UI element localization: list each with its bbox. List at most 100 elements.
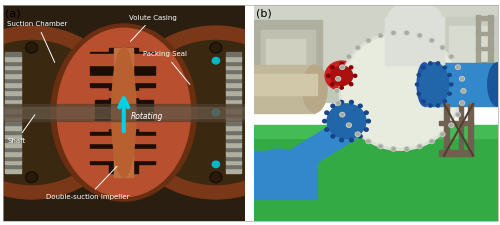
- Bar: [2, 107, 245, 118]
- Bar: [2, 104, 245, 121]
- Wedge shape: [0, 26, 128, 199]
- Bar: [226, 164, 242, 168]
- Bar: [476, 92, 492, 95]
- Bar: [88, 121, 160, 128]
- Circle shape: [441, 46, 444, 49]
- Circle shape: [148, 76, 158, 84]
- Circle shape: [26, 42, 38, 53]
- Bar: [114, 48, 134, 177]
- Circle shape: [336, 90, 338, 92]
- Circle shape: [212, 44, 220, 52]
- Polygon shape: [254, 112, 356, 199]
- Circle shape: [367, 140, 370, 143]
- Circle shape: [212, 57, 220, 64]
- Circle shape: [450, 83, 453, 86]
- Circle shape: [336, 101, 340, 105]
- Circle shape: [460, 77, 464, 80]
- Text: Suction Chamber: Suction Chamber: [8, 21, 68, 63]
- Bar: [5, 61, 20, 65]
- Circle shape: [88, 75, 101, 86]
- Bar: [5, 65, 20, 69]
- Circle shape: [456, 66, 460, 68]
- Circle shape: [422, 66, 426, 69]
- Bar: [5, 69, 20, 73]
- Circle shape: [448, 92, 452, 95]
- Circle shape: [348, 55, 350, 58]
- Circle shape: [90, 141, 99, 149]
- Bar: [227, 54, 245, 166]
- Bar: [2, 54, 21, 166]
- Circle shape: [443, 100, 446, 103]
- Bar: [226, 90, 242, 95]
- Circle shape: [406, 148, 408, 150]
- Bar: [5, 99, 20, 104]
- Bar: [254, 130, 498, 220]
- Bar: [5, 125, 20, 130]
- Circle shape: [364, 128, 368, 131]
- Circle shape: [392, 148, 395, 150]
- Bar: [458, 104, 464, 156]
- Circle shape: [350, 83, 353, 86]
- Circle shape: [340, 65, 344, 69]
- Bar: [444, 104, 449, 156]
- Bar: [5, 73, 20, 78]
- Circle shape: [212, 161, 220, 168]
- Bar: [88, 76, 160, 82]
- Text: Double-suction Impeller: Double-suction Impeller: [46, 166, 130, 200]
- Bar: [262, 30, 315, 87]
- Bar: [5, 90, 20, 95]
- Bar: [424, 63, 498, 106]
- Bar: [5, 151, 20, 156]
- Circle shape: [430, 38, 434, 43]
- Circle shape: [366, 38, 371, 43]
- Bar: [226, 138, 242, 142]
- Bar: [476, 32, 492, 35]
- Circle shape: [330, 83, 334, 86]
- Circle shape: [90, 76, 99, 84]
- Bar: [5, 156, 20, 160]
- Circle shape: [341, 66, 344, 68]
- Bar: [254, 151, 318, 199]
- Circle shape: [348, 124, 350, 126]
- Circle shape: [449, 54, 454, 59]
- Circle shape: [450, 124, 453, 126]
- Bar: [226, 78, 242, 82]
- Bar: [226, 116, 242, 121]
- Circle shape: [358, 135, 362, 138]
- Circle shape: [340, 112, 344, 117]
- Bar: [226, 151, 242, 156]
- Bar: [226, 65, 242, 69]
- Wedge shape: [119, 26, 313, 199]
- Circle shape: [334, 89, 339, 93]
- Bar: [488, 15, 492, 102]
- Bar: [254, 126, 498, 138]
- Bar: [90, 132, 156, 164]
- Circle shape: [392, 32, 395, 34]
- Circle shape: [356, 132, 360, 136]
- Circle shape: [274, 141, 283, 149]
- Circle shape: [460, 101, 464, 105]
- Circle shape: [212, 173, 220, 181]
- Circle shape: [430, 140, 433, 143]
- Bar: [476, 62, 492, 65]
- Bar: [226, 52, 242, 56]
- Ellipse shape: [57, 28, 190, 197]
- Circle shape: [367, 39, 370, 42]
- Circle shape: [456, 113, 460, 116]
- Ellipse shape: [252, 149, 305, 197]
- Bar: [226, 142, 242, 147]
- Text: Packing Seal: Packing Seal: [143, 51, 190, 84]
- Ellipse shape: [420, 63, 449, 106]
- Circle shape: [88, 140, 101, 150]
- Bar: [5, 130, 20, 134]
- Bar: [5, 116, 20, 121]
- Circle shape: [416, 83, 419, 86]
- Circle shape: [212, 109, 220, 116]
- Ellipse shape: [388, 2, 442, 33]
- Circle shape: [417, 144, 422, 148]
- Circle shape: [346, 123, 352, 127]
- Ellipse shape: [488, 63, 500, 106]
- Bar: [226, 125, 242, 130]
- Circle shape: [340, 100, 344, 104]
- Bar: [226, 104, 242, 108]
